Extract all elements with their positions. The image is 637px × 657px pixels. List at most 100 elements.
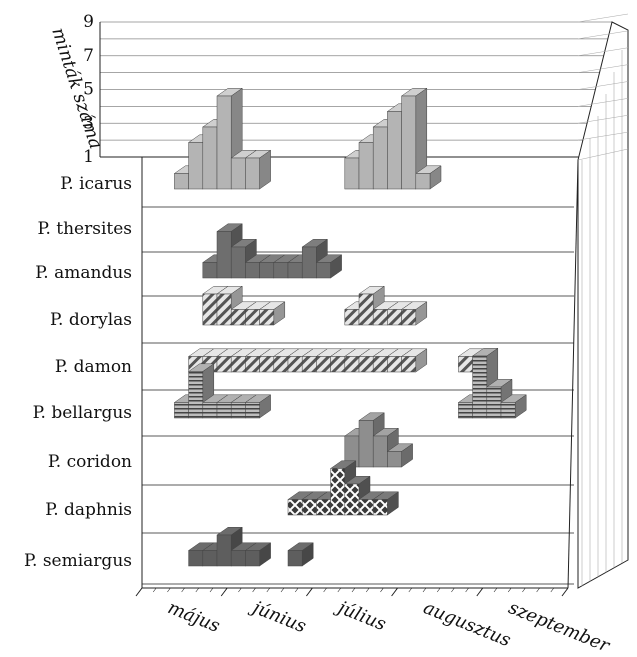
side-gridline [577, 30, 629, 40]
y-tick-labels: 1 3 5 7 9 [83, 12, 94, 167]
bar [358, 293, 374, 326]
x-minor-tick [152, 587, 157, 593]
bar [245, 262, 260, 279]
series-p--icarus [173, 87, 442, 190]
side-gridline [577, 81, 629, 90]
bar [344, 356, 360, 373]
x-tick-label: június [246, 596, 309, 638]
bar [245, 402, 260, 419]
side-gridline [577, 148, 629, 161]
bar [458, 356, 473, 373]
bar [202, 126, 218, 190]
bar [287, 356, 303, 373]
x-minor-tick [365, 587, 370, 593]
bar [387, 451, 402, 468]
x-minor-tick [252, 587, 256, 593]
bar [358, 356, 374, 373]
x-minor-tick [479, 587, 484, 593]
x-minor-tick [266, 587, 271, 593]
x-minor-tick [408, 587, 413, 593]
bar [316, 499, 331, 516]
x-tick-label: május [165, 597, 223, 637]
row-label: P. amandus [35, 263, 132, 283]
bar [344, 309, 360, 326]
y-tick-label: 9 [83, 12, 94, 32]
x-minor-tick [223, 587, 228, 593]
bar [202, 550, 218, 567]
y-tick-label: 7 [83, 46, 94, 66]
x-minor-tick [536, 587, 540, 593]
x-minor-tick [507, 587, 512, 593]
bar [301, 499, 317, 516]
bar [245, 356, 260, 373]
side-gridline [577, 13, 629, 23]
x-minor-tick [351, 587, 356, 593]
bar [316, 262, 331, 279]
bar [259, 356, 275, 373]
y-tick-label: 3 [83, 113, 94, 133]
x-minor-tick [522, 587, 526, 593]
row-label: P. coridon [48, 452, 132, 472]
bar [273, 356, 289, 373]
bar [216, 293, 232, 326]
x-tick-label: augusztus [420, 597, 513, 651]
bar [216, 231, 232, 279]
bar [358, 420, 374, 468]
bar [230, 402, 246, 419]
side-gridline [577, 131, 629, 141]
bar [415, 173, 431, 190]
x-minor-tick [436, 587, 441, 593]
bar [330, 468, 346, 516]
bar [287, 262, 303, 279]
bar [245, 550, 260, 567]
series-p--coridon [344, 412, 414, 468]
side-gridline [577, 98, 629, 107]
x-minor-tick [550, 587, 555, 593]
x-minor-tick [493, 587, 498, 593]
bar [301, 246, 317, 279]
bar [287, 499, 303, 516]
side-wall [577, 21, 629, 589]
row-label: P. icarus [60, 174, 132, 194]
series-p--amandus [202, 223, 343, 279]
series-p--bellargus [173, 347, 527, 419]
bar [401, 309, 417, 326]
bar [259, 262, 275, 279]
x-minor-tick [451, 587, 455, 593]
bar [344, 483, 360, 516]
bar [500, 402, 516, 419]
bar [301, 356, 317, 373]
bar [202, 262, 218, 279]
chart-bars [173, 87, 527, 567]
chart-axes [99, 13, 629, 597]
y-tick-label: 1 [83, 147, 94, 167]
bar [202, 402, 218, 419]
bar [287, 550, 303, 567]
back-wall [125, 14, 612, 19]
bar [372, 435, 388, 468]
bar [245, 157, 260, 190]
bar [486, 386, 502, 419]
x-minor-tick [309, 587, 313, 593]
bar [188, 371, 204, 419]
bar [458, 402, 473, 419]
x-tick-label: július [331, 596, 389, 636]
bar [387, 111, 402, 190]
bar [358, 142, 374, 190]
row-label: P. damon [55, 357, 132, 377]
bar [216, 95, 232, 190]
bar [372, 356, 388, 373]
x-minor-tick [337, 587, 342, 593]
side-gridline [577, 114, 629, 124]
bar [216, 402, 232, 419]
x-major-tick [561, 587, 569, 597]
series-p--semiargus [187, 526, 314, 567]
row-label: P. dorylas [50, 310, 132, 330]
x-minor-tick [422, 587, 427, 593]
x-minor-tick [380, 587, 384, 593]
series-p--damon [187, 348, 485, 373]
row-label: P. semiargus [24, 551, 132, 571]
bar [358, 499, 374, 516]
